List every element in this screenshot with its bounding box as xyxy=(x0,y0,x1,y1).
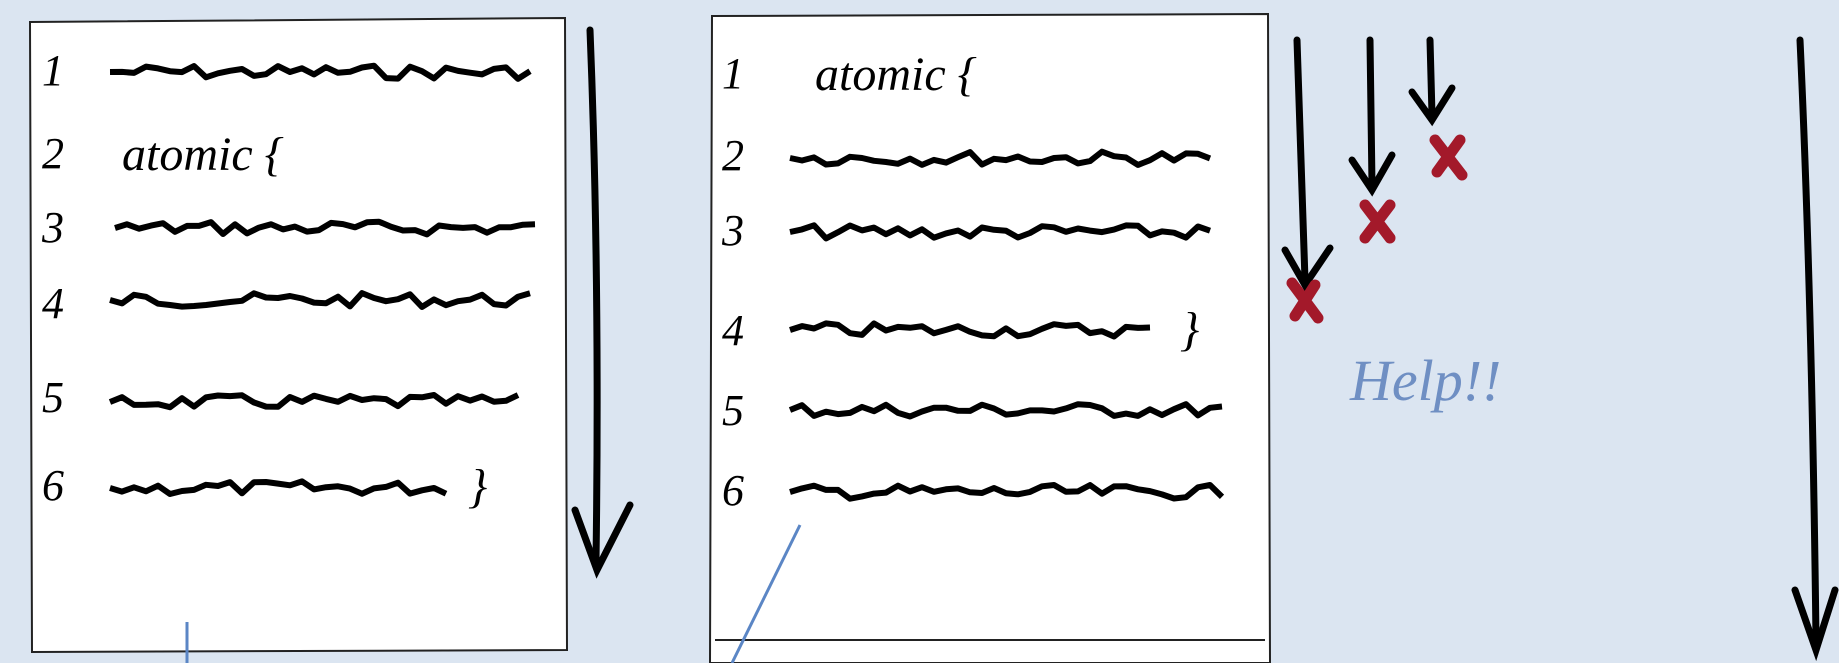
line-number: 4 xyxy=(722,306,744,355)
arrow xyxy=(1430,40,1432,115)
line-number: 5 xyxy=(722,386,744,435)
line-number: 6 xyxy=(722,466,744,515)
line-number: 2 xyxy=(722,131,744,180)
code-text: atomic { xyxy=(122,128,284,181)
line-number: 3 xyxy=(41,203,64,252)
illustration: atomic { } atomic { } Help!! 1 2 3 4 5 6 1 2 3 4 5… xyxy=(0,0,1839,663)
line-number: 6 xyxy=(42,461,64,510)
paper-left xyxy=(30,18,567,652)
line-number: 1 xyxy=(722,49,744,98)
line-number: 5 xyxy=(42,373,64,422)
code-text: atomic { xyxy=(815,48,977,101)
page: atomic { } atomic { } Help!! 1 2 3 4 5 6 1 2 3 4 5… xyxy=(0,0,1839,663)
arrow xyxy=(1370,40,1372,185)
line-number: 3 xyxy=(721,206,744,255)
code-text: } xyxy=(1180,303,1199,356)
code-text: } xyxy=(468,460,487,513)
line-number: 4 xyxy=(42,279,64,328)
line-number: 1 xyxy=(42,46,64,95)
annotation: Help!! xyxy=(1349,348,1501,413)
line-number: 2 xyxy=(42,129,64,178)
